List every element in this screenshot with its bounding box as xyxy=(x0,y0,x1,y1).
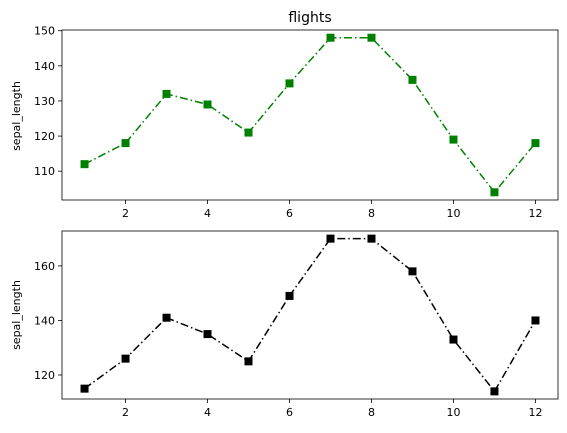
data-point-marker xyxy=(121,354,130,363)
x-tick-label: 8 xyxy=(368,207,375,220)
tick-layer: 2 4 6 8 10 12 120 140 160 xyxy=(34,260,542,419)
data-point-marker xyxy=(408,267,417,276)
data-point-marker xyxy=(162,313,171,322)
y-tick-label: 160 xyxy=(34,260,55,273)
x-tick-label: 10 xyxy=(446,406,460,419)
data-point-marker xyxy=(203,330,212,339)
data-point-marker xyxy=(449,335,458,344)
data-point-marker xyxy=(367,33,376,42)
plot-area-frame xyxy=(61,29,559,201)
x-tick-label: 6 xyxy=(286,406,293,419)
series-layer xyxy=(80,33,540,197)
data-point-marker xyxy=(285,79,294,88)
x-tick-label: 6 xyxy=(286,207,293,220)
data-point-marker xyxy=(531,316,540,325)
data-point-marker xyxy=(285,291,294,300)
data-point-marker xyxy=(449,135,458,144)
data-point-marker xyxy=(531,139,540,148)
chart-title: flights xyxy=(288,10,331,26)
y-axis-label: sepal_length xyxy=(10,280,23,350)
x-tick-label: 2 xyxy=(122,207,129,220)
y-tick-label: 140 xyxy=(34,60,55,73)
data-point-marker xyxy=(326,234,335,243)
y-tick-label: 130 xyxy=(34,95,55,108)
x-tick-label: 4 xyxy=(204,406,211,419)
data-point-marker xyxy=(408,75,417,84)
x-tick-label: 8 xyxy=(368,406,375,419)
y-tick-label: 140 xyxy=(34,314,55,327)
data-point-marker xyxy=(244,357,253,366)
plot-area-frame xyxy=(61,230,559,400)
y-axis-label: sepal_length xyxy=(10,81,23,151)
y-tick-label: 120 xyxy=(34,130,55,143)
data-point-marker xyxy=(367,234,376,243)
x-tick-label: 12 xyxy=(528,406,542,419)
series-line xyxy=(84,36,537,194)
data-point-marker xyxy=(326,33,335,42)
y-tick-label: 120 xyxy=(34,369,55,382)
x-tick-label: 12 xyxy=(528,207,542,220)
y-tick-label: 150 xyxy=(34,25,55,38)
data-point-marker xyxy=(490,387,499,396)
data-point-marker xyxy=(162,89,171,98)
data-point-marker xyxy=(80,160,89,169)
series-line xyxy=(84,237,537,393)
tick-layer: 2 4 6 8 10 12 110 120 130 140 150 xyxy=(34,25,542,220)
x-tick-label: 10 xyxy=(446,207,460,220)
y-tick-label: 110 xyxy=(34,165,55,178)
top-subplot: flights sepal_length 2 4 6 8 10 12 110 120 130 14… xyxy=(10,10,559,220)
x-tick-label: 2 xyxy=(122,406,129,419)
x-tick-label: 4 xyxy=(204,207,211,220)
data-point-marker xyxy=(80,384,89,393)
data-point-marker xyxy=(244,128,253,137)
data-point-marker xyxy=(490,188,499,197)
bottom-subplot: sepal_length 2 4 6 8 10 12 120 140 160 xyxy=(10,230,559,419)
series-layer xyxy=(80,234,540,396)
data-point-marker xyxy=(121,139,130,148)
data-point-marker xyxy=(203,100,212,109)
